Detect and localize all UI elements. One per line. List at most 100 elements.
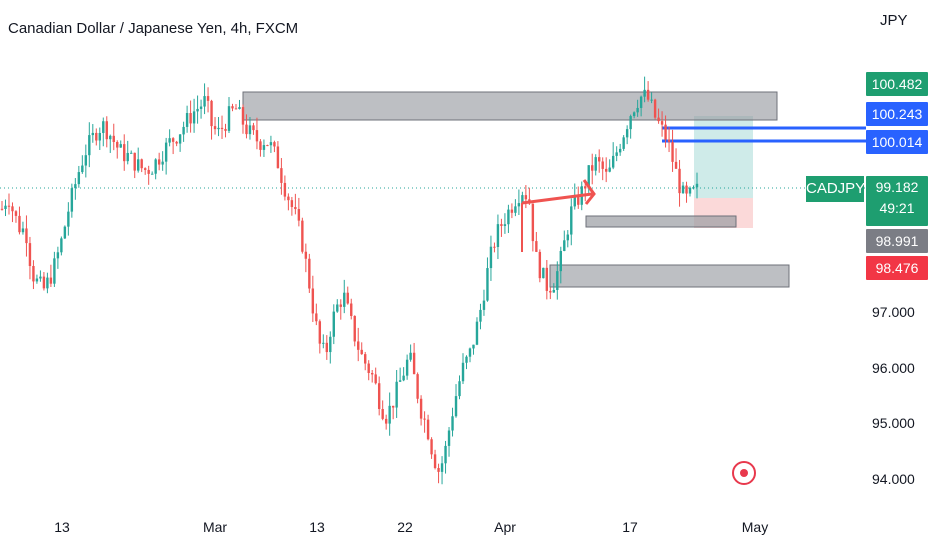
candle-body: [91, 132, 95, 136]
x-tick-mar: Mar: [202, 519, 228, 535]
candle-body: [109, 135, 112, 140]
candle-body: [402, 375, 405, 381]
candle-body: [517, 203, 521, 207]
candle-body: [357, 341, 360, 350]
candle-body: [657, 117, 660, 122]
candle-body: [611, 155, 615, 168]
candle-body: [496, 224, 500, 247]
candle-body: [325, 342, 328, 353]
candle-body: [276, 146, 280, 169]
candle-body: [102, 121, 105, 133]
bar-countdown: 49:21: [879, 200, 915, 216]
candle-body: [500, 224, 503, 226]
candle-body: [28, 243, 32, 267]
candle-body: [116, 142, 119, 148]
candle-body: [598, 157, 601, 162]
candle-body: [618, 148, 622, 153]
candle-body: [489, 246, 493, 269]
candle-body: [308, 258, 311, 289]
candle-body: [294, 207, 297, 210]
candle-body: [185, 113, 189, 127]
candle-body: [238, 107, 241, 110]
candle-body: [653, 99, 657, 118]
candle-body: [273, 142, 276, 147]
candle-body: [81, 165, 84, 173]
candle-body: [437, 468, 440, 472]
candle-body: [11, 206, 14, 212]
candle-body: [426, 419, 430, 440]
candle-body: [479, 309, 482, 322]
symbol-tag[interactable]: CADJPY: [806, 176, 865, 202]
candle-body: [18, 215, 21, 233]
candle-body: [199, 106, 203, 109]
candle-body: [458, 381, 461, 397]
resistance-zone: [242, 91, 778, 121]
candle-body: [475, 321, 479, 345]
candle-body: [650, 99, 653, 101]
y-tick-95: 95.000: [872, 415, 915, 431]
currency-label: JPY: [880, 12, 908, 29]
candle-body: [259, 141, 262, 150]
price-tag-98476: 98.476: [866, 256, 928, 280]
candle-body: [4, 205, 7, 210]
candle-body: [318, 321, 322, 344]
candle-body: [74, 184, 77, 189]
candle-body: [112, 135, 115, 143]
candle-body: [161, 161, 164, 165]
candle-body: [95, 132, 98, 141]
candle-body: [56, 252, 60, 259]
y-tick-96: 96.000: [872, 360, 915, 376]
candle-body: [601, 161, 604, 169]
candle-body: [343, 292, 346, 307]
candle-body: [573, 195, 576, 207]
candle-body: [39, 276, 42, 279]
candle-body: [77, 172, 81, 185]
candle-body: [371, 372, 374, 375]
candle-body: [346, 292, 349, 304]
candle-body: [409, 352, 412, 360]
candle-body: [360, 349, 363, 355]
record-icon[interactable]: [732, 461, 756, 485]
candle-body: [625, 129, 629, 138]
candle-body: [157, 159, 161, 165]
candle-body: [692, 187, 695, 189]
candle-body: [245, 124, 248, 135]
candle-body: [660, 121, 664, 125]
candle-body: [486, 268, 489, 301]
candle-body: [405, 359, 409, 376]
candle-body: [423, 418, 426, 420]
candles-group: [0, 76, 699, 485]
candle-body: [374, 374, 377, 384]
candle-body: [678, 168, 681, 194]
candle-body: [32, 266, 35, 282]
candle-body: [566, 234, 569, 241]
price-tag-100482: 100.482: [866, 72, 928, 96]
x-tick-mar-22: 22: [397, 519, 413, 535]
candle-body: [206, 96, 210, 101]
x-tick-mar-13: 13: [309, 519, 325, 535]
candle-body: [266, 145, 269, 147]
candle-body: [213, 126, 217, 130]
candle-body: [535, 241, 538, 252]
candle-body: [350, 303, 353, 316]
candle-body: [290, 200, 294, 208]
candle-body: [311, 288, 315, 314]
candle-body: [84, 155, 88, 166]
candle-body: [231, 106, 234, 109]
candle-body: [419, 398, 423, 419]
candle-body: [280, 168, 283, 183]
candle-body: [364, 354, 367, 364]
candle-body: [577, 195, 580, 205]
candle-body: [430, 439, 433, 455]
candle-body: [105, 121, 108, 140]
candle-body: [133, 152, 136, 171]
target-zone: [694, 116, 753, 198]
candle-body: [304, 251, 308, 259]
candle-body: [521, 195, 524, 204]
candle-body: [175, 141, 178, 144]
x-tick-feb-13: 13: [54, 519, 70, 535]
candle-body: [570, 206, 573, 235]
candle-body: [25, 228, 28, 244]
